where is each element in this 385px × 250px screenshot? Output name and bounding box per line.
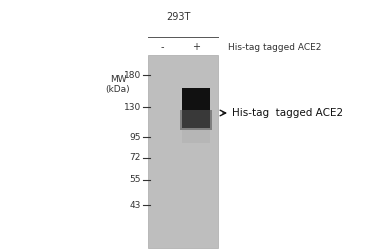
Bar [180, 110, 212, 130]
Text: +: + [192, 42, 200, 52]
Text: His-tag tagged ACE2: His-tag tagged ACE2 [228, 42, 321, 51]
Text: 72: 72 [130, 154, 141, 162]
Text: 130: 130 [124, 102, 141, 112]
Bar [182, 88, 210, 128]
Text: 95: 95 [129, 132, 141, 141]
Text: 180: 180 [124, 70, 141, 80]
Text: -: - [160, 42, 164, 52]
Text: 293T: 293T [166, 12, 190, 22]
Text: His-tag  tagged ACE2: His-tag tagged ACE2 [232, 108, 343, 118]
Bar [148, 55, 218, 248]
Text: 55: 55 [129, 176, 141, 184]
Text: MW
(kDa): MW (kDa) [106, 75, 130, 94]
Bar [182, 130, 210, 143]
Text: 43: 43 [130, 200, 141, 209]
